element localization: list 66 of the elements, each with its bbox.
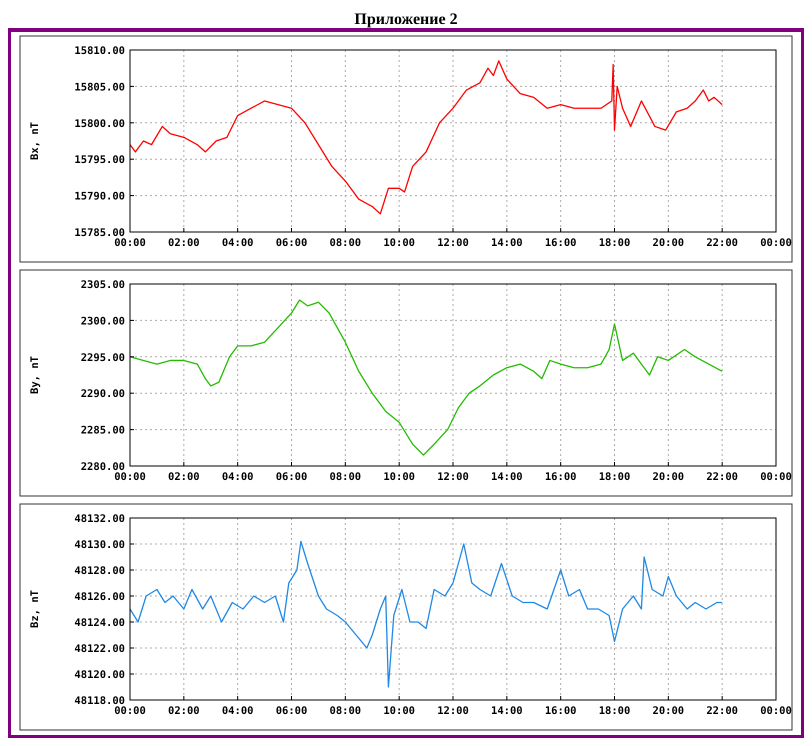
x-tick-label: 08:00 [330, 471, 362, 483]
x-tick-label: 02:00 [168, 237, 200, 249]
chart-title: Приложение 2 [354, 11, 458, 28]
x-tick-label: 14:00 [491, 705, 523, 717]
x-tick-label: 02:00 [168, 705, 200, 717]
x-tick-label: 22:00 [706, 471, 738, 483]
x-tick-label: 00:00 [760, 705, 792, 717]
x-tick-label: 16:00 [544, 471, 576, 483]
x-tick-label: 00:00 [114, 237, 146, 249]
y-tick-label: 15795.00 [74, 154, 125, 166]
x-tick-label: 18:00 [598, 237, 630, 249]
y-tick-label: 48122.00 [74, 643, 125, 655]
x-tick-label: 04:00 [222, 705, 254, 717]
x-tick-label: 22:00 [706, 705, 738, 717]
y-tick-label: 2295.00 [80, 352, 125, 364]
y-axis-title: By, nT [29, 356, 41, 394]
y-tick-label: 48126.00 [74, 591, 125, 603]
x-tick-label: 00:00 [114, 705, 146, 717]
x-tick-label: 06:00 [276, 705, 308, 717]
y-tick-label: 48130.00 [74, 539, 125, 551]
x-tick-label: 10:00 [383, 237, 415, 249]
x-tick-label: 16:00 [544, 705, 576, 717]
y-tick-label: 48128.00 [74, 565, 125, 577]
y-tick-label: 2285.00 [80, 424, 125, 437]
x-tick-label: 20:00 [652, 705, 684, 717]
x-tick-label: 04:00 [222, 471, 254, 483]
line-series [129, 299, 723, 456]
y-tick-label: 2300.00 [80, 315, 125, 328]
x-tick-label: 20:00 [652, 471, 684, 483]
x-tick-label: 22:00 [706, 237, 738, 249]
x-tick-label: 14:00 [491, 471, 523, 483]
x-tick-label: 06:00 [276, 237, 308, 249]
y-tick-label: 48132.00 [74, 513, 125, 525]
line-series [129, 60, 723, 214]
line-series [129, 540, 723, 688]
y-tick-label: 2290.00 [80, 388, 125, 400]
y-tick-label: 2280.00 [80, 461, 125, 473]
y-tick-label: 48120.00 [74, 669, 125, 681]
x-tick-label: 10:00 [383, 471, 415, 483]
x-tick-label: 12:00 [437, 237, 469, 249]
y-tick-label: 48118.00 [74, 695, 125, 707]
x-tick-label: 16:00 [544, 237, 576, 249]
x-tick-label: 18:00 [598, 471, 630, 483]
y-tick-label: 2305.00 [80, 279, 125, 291]
y-tick-label: 15805.00 [74, 81, 125, 94]
x-tick-label: 10:00 [383, 705, 415, 717]
x-tick-label: 02:00 [168, 471, 200, 483]
y-tick-label: 48124.00 [74, 617, 125, 629]
x-tick-label: 00:00 [114, 471, 146, 483]
x-tick-label: 18:00 [598, 705, 630, 717]
x-tick-label: 00:00 [760, 237, 792, 249]
x-tick-label: 20:00 [652, 237, 684, 249]
y-axis-title: Bx, nT [29, 122, 41, 160]
x-tick-label: 08:00 [330, 237, 362, 249]
y-tick-label: 15800.00 [74, 118, 125, 130]
x-tick-label: 08:00 [330, 705, 362, 717]
y-tick-label: 15810.00 [74, 45, 125, 57]
x-tick-label: 06:00 [276, 471, 308, 483]
x-tick-label: 14:00 [491, 237, 523, 249]
y-tick-label: 15790.00 [74, 190, 125, 203]
y-tick-label: 15785.00 [74, 227, 125, 239]
y-axis-title: Bz, nT [29, 590, 41, 628]
x-tick-label: 00:00 [760, 471, 792, 483]
x-tick-label: 12:00 [437, 705, 469, 717]
x-tick-label: 04:00 [222, 237, 254, 249]
x-tick-label: 12:00 [437, 471, 469, 483]
